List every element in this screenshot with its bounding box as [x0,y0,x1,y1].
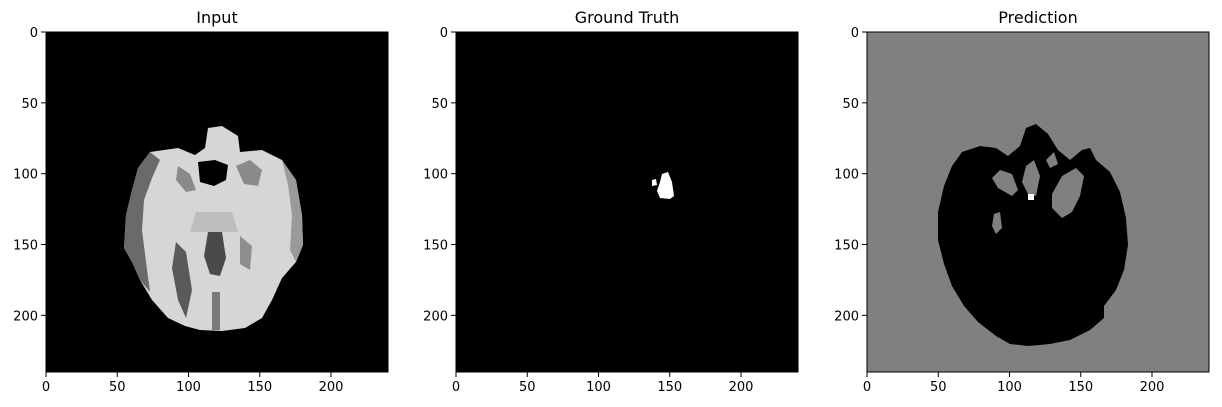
y-tick-label-prediction: 50 [842,97,859,112]
y-tick-label-prediction: 0 [851,26,859,41]
image-prediction-mask [938,124,1128,346]
y-tick-label-ground-truth: 150 [423,239,448,254]
x-tick-label-input: 0 [42,380,50,395]
y-tick-label-input: 100 [13,168,38,183]
y-axis-input: 0 50 100 150 200 [13,26,46,324]
x-tick-label-prediction: 0 [863,380,871,395]
image-input-brain [124,126,303,331]
x-tick-label-ground-truth: 0 [452,380,460,395]
x-tick-label-input: 50 [109,380,126,395]
y-tick-label-input: 0 [30,26,38,41]
axes-frame-ground-truth [455,31,799,373]
x-axis-input: 0 50 100 150 200 [42,372,344,395]
y-tick-label-ground-truth: 50 [431,97,448,112]
y-tick-label-prediction: 150 [834,239,859,254]
y-tick-label-ground-truth: 200 [423,309,448,324]
x-tick-label-input: 100 [176,380,201,395]
panel-title-prediction: Prediction [998,8,1077,27]
x-tick-label-ground-truth: 50 [519,380,536,395]
y-tick-label-ground-truth: 0 [440,26,448,41]
x-tick-label-prediction: 50 [930,380,947,395]
x-tick-label-ground-truth: 150 [657,380,682,395]
y-tick-label-input: 200 [13,309,38,324]
x-tick-label-input: 150 [247,380,272,395]
image-area-ground-truth [456,32,798,372]
axes-frame-input [45,31,389,373]
x-tick-label-input: 200 [319,380,344,395]
y-tick-label-input: 50 [21,97,38,112]
y-tick-label-prediction: 100 [834,168,859,183]
panel-title-input: Input [196,8,237,27]
panel-ground-truth: Ground Truth 0 50 100 150 200 0 50 100 150 200 [423,8,799,395]
y-tick-label-input: 150 [13,239,38,254]
panel-title-ground-truth: Ground Truth [575,8,680,27]
y-tick-label-prediction: 200 [834,309,859,324]
axes-frame-prediction [866,31,1210,373]
x-axis-prediction: 0 50 100 150 200 [863,372,1165,395]
y-tick-label-ground-truth: 100 [423,168,448,183]
y-axis-ground-truth: 0 50 100 150 200 [423,26,456,324]
panel-input: Input 0 50 100 150 200 0 50 100 150 200 [13,8,389,395]
panel-prediction: Prediction 0 50 100 150 200 0 50 100 150 200 [834,8,1210,395]
y-axis-prediction: 0 50 100 150 200 [834,26,867,324]
x-tick-label-prediction: 150 [1068,380,1093,395]
x-tick-label-prediction: 200 [1140,380,1165,395]
x-axis-ground-truth: 0 50 100 150 200 [452,372,754,395]
x-tick-label-ground-truth: 200 [729,380,754,395]
image-ground-truth-mask [652,172,674,199]
x-tick-label-prediction: 100 [997,380,1022,395]
x-tick-label-ground-truth: 100 [586,380,611,395]
